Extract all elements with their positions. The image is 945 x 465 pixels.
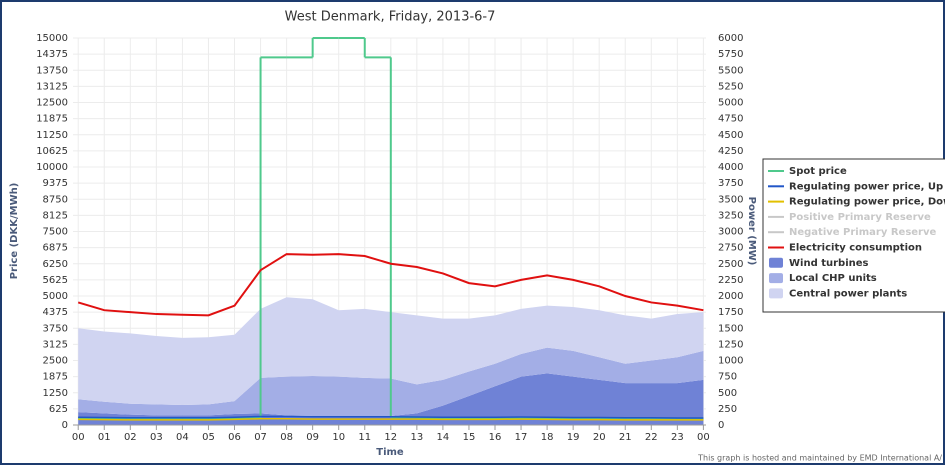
y2-tick-label: 1750 [718, 307, 743, 318]
y2-tick-label: 500 [718, 388, 737, 399]
x-tick-label: 13 [410, 432, 423, 443]
y2-tick-label: 5500 [718, 65, 743, 76]
y-tick-label: 15000 [36, 33, 68, 44]
x-tick-label: 15 [463, 432, 476, 443]
y2-tick-label: 3750 [718, 178, 743, 189]
legend-box [762, 158, 945, 313]
y-tick-label: 8125 [43, 210, 68, 221]
y-tick-label: 625 [49, 404, 68, 415]
legend-label: Electricity consumption [789, 243, 922, 254]
x-tick-label: 17 [515, 432, 528, 443]
y2-tick-label: 2000 [718, 291, 743, 302]
y2-tick-label: 3000 [718, 227, 743, 238]
y-tick-label: 8750 [43, 194, 68, 205]
x-tick-label: 07 [254, 432, 267, 443]
y2-tick-label: 4000 [718, 162, 743, 173]
legend-swatch [769, 288, 783, 299]
x-tick-label: 20 [593, 432, 606, 443]
y2-tick-label: 2250 [718, 275, 743, 286]
y2-tick-label: 1250 [718, 339, 743, 350]
y2-tick-label: 6000 [718, 33, 743, 44]
x-tick-label: 11 [358, 432, 371, 443]
chart-title: West Denmark, Friday, 2013-6-7 [285, 10, 496, 25]
y-tick-label: 5625 [43, 275, 68, 286]
footnote: This graph is hosted and maintained by E… [697, 454, 942, 463]
y2-tick-label: 4250 [718, 146, 743, 157]
x-tick-label: 19 [567, 432, 580, 443]
legend-label: Central power plants [789, 288, 907, 299]
y2-tick-label: 1000 [718, 356, 743, 367]
x-tick-label: 21 [619, 432, 632, 443]
legend-label: Regulating power price, Down [789, 197, 945, 208]
y-tick-label: 7500 [43, 227, 68, 238]
legend-label: Regulating power price, Up [789, 181, 943, 192]
y2-tick-label: 4750 [718, 114, 743, 125]
legend-swatch [769, 257, 783, 268]
y-tick-label: 0 [62, 420, 68, 431]
y2-tick-label: 5750 [718, 49, 743, 60]
y2-tick-label: 750 [718, 372, 737, 383]
y-tick-label: 3125 [43, 339, 68, 350]
y-tick-label: 11250 [36, 130, 68, 141]
x-tick-label: 18 [541, 432, 554, 443]
y2-tick-label: 1500 [718, 323, 743, 334]
line [78, 415, 704, 419]
x-tick-label: 08 [280, 432, 293, 443]
y2-tick-label: 2500 [718, 259, 743, 270]
y-tick-label: 1250 [43, 388, 68, 399]
y-tick-label: 3750 [43, 323, 68, 334]
legend-label: Negative Primary Reserve [789, 227, 937, 238]
y2-tick-label: 5000 [718, 98, 743, 109]
legend-label: Spot price [789, 166, 847, 177]
x-tick-label: 02 [124, 432, 137, 443]
x-tick-label: 01 [98, 432, 111, 443]
y2-tick-label: 0 [718, 420, 724, 431]
x-tick-label: 00 [72, 432, 85, 443]
x-tick-label: 09 [306, 432, 319, 443]
y-tick-label: 6250 [43, 259, 68, 270]
y-axis-label: Price (DKK/MWh) [9, 183, 20, 280]
x-tick-label: 14 [437, 432, 450, 443]
legend-label: Positive Primary Reserve [789, 212, 931, 223]
y-tick-label: 5000 [43, 291, 68, 302]
y2-tick-label: 3500 [718, 194, 743, 205]
y-tick-label: 11875 [36, 114, 68, 125]
y-tick-label: 4375 [43, 307, 68, 318]
y2-tick-label: 5250 [718, 81, 743, 92]
legend-label: Wind turbines [789, 258, 869, 269]
y-tick-label: 2500 [43, 356, 68, 367]
legend-label: Local CHP units [789, 273, 877, 284]
x-tick-label: 06 [228, 432, 241, 443]
y2-tick-label: 4500 [718, 130, 743, 141]
y-tick-label: 14375 [36, 49, 68, 60]
x-tick-label: 23 [671, 432, 684, 443]
x-tick-label: 00 [697, 432, 710, 443]
y-tick-label: 10625 [36, 146, 68, 157]
y-tick-label: 1875 [43, 372, 68, 383]
y-tick-label: 9375 [43, 178, 68, 189]
y-tick-label: 13750 [36, 65, 68, 76]
y2-tick-label: 3250 [718, 210, 743, 221]
y2-axis-label: Power (MW) [746, 197, 757, 266]
x-tick-label: 12 [384, 432, 397, 443]
x-axis-label: Time [376, 447, 404, 458]
x-tick-label: 05 [202, 432, 215, 443]
x-tick-label: 03 [150, 432, 163, 443]
x-tick-label: 16 [489, 432, 502, 443]
line [77, 253, 704, 317]
y-tick-label: 12500 [36, 98, 68, 109]
x-tick-label: 22 [645, 432, 658, 443]
legend-swatch [769, 273, 783, 284]
x-tick-label: 10 [332, 432, 345, 443]
area [78, 373, 704, 425]
y-tick-label: 6875 [43, 243, 68, 254]
y2-tick-label: 2750 [718, 243, 743, 254]
line [78, 418, 704, 421]
y-tick-label: 13125 [36, 81, 68, 92]
y-tick-label: 10000 [36, 162, 68, 173]
y2-tick-label: 250 [718, 404, 737, 415]
x-tick-label: 04 [176, 432, 189, 443]
